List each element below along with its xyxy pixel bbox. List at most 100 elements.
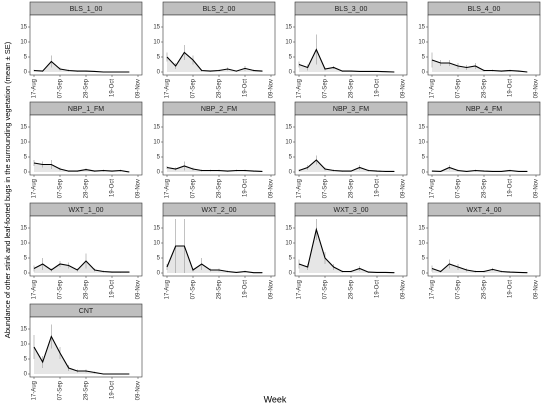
y-tick-label: 0 (422, 271, 426, 277)
x-tick-label: 19-Oct (508, 179, 514, 197)
y-tick-label: 10 (153, 140, 160, 146)
x-tick-label: 28-Sep (217, 279, 223, 299)
y-tick-label: 5 (422, 155, 426, 161)
line (298, 227, 395, 274)
y-axis-title: Abundance of other stink and leaf-footed… (3, 41, 12, 338)
line (33, 162, 130, 173)
x-tick-label: 07-Sep (191, 78, 197, 98)
y-tick-label: 15 (20, 25, 27, 31)
x-tick-label: 17-Aug (430, 280, 436, 299)
x-tick-label: 09-Nov (269, 280, 275, 299)
y-tick-label: 10 (285, 241, 292, 247)
line (33, 335, 130, 375)
x-tick-label: 17-Aug (165, 179, 171, 198)
line (166, 51, 263, 72)
x-tick-label: 19-Oct (243, 280, 249, 298)
line (33, 60, 130, 73)
x-tick-label: 28-Sep (84, 78, 90, 98)
x-tick-label: 19-Oct (375, 79, 381, 97)
x-tick-label: 07-Sep (456, 279, 462, 299)
line (431, 263, 528, 274)
line (166, 165, 263, 172)
x-tick-label: 17-Aug (32, 280, 38, 299)
panel-title: WXT_2_00 (201, 207, 236, 214)
line (431, 59, 528, 73)
x-tick-label: 07-Sep (456, 178, 462, 198)
y-tick-label: 0 (289, 70, 293, 76)
x-tick-label: 19-Oct (110, 179, 116, 197)
y-tick-label: 15 (285, 226, 292, 232)
x-tick-label: 28-Sep (217, 178, 223, 198)
panel-title: WXT_3_00 (333, 207, 368, 214)
line (298, 159, 395, 172)
y-tick-label: 0 (422, 170, 426, 176)
y-tick-label: 0 (157, 271, 161, 277)
x-tick-label: 09-Nov (136, 179, 142, 198)
y-tick-label: 5 (422, 55, 426, 61)
x-tick-label: 17-Aug (32, 381, 38, 400)
area (34, 261, 130, 273)
panel-title: BLS_3_00 (335, 6, 368, 13)
x-tick-label: 09-Nov (534, 179, 540, 198)
x-tick-label: 19-Oct (375, 280, 381, 298)
line (298, 48, 395, 73)
panel-title: WXT_4_00 (466, 207, 501, 214)
y-tick-label: 0 (24, 372, 28, 378)
area (167, 246, 263, 273)
x-tick-label: 19-Oct (110, 381, 116, 399)
x-tick-label: 09-Nov (401, 280, 407, 299)
x-tick-label: 19-Oct (110, 79, 116, 97)
y-tick-label: 15 (418, 25, 425, 31)
y-tick-label: 15 (20, 226, 27, 232)
x-tick-label: 09-Nov (136, 280, 142, 299)
x-tick-label: 07-Sep (58, 380, 64, 400)
y-tick-label: 15 (153, 25, 160, 31)
x-tick-label: 28-Sep (349, 178, 355, 198)
y-tick-label: 5 (24, 256, 28, 262)
x-tick-label: 09-Nov (534, 79, 540, 98)
y-tick-label: 10 (285, 140, 292, 146)
x-tick-label: 28-Sep (217, 78, 223, 98)
y-tick-label: 15 (20, 327, 27, 333)
y-tick-label: 5 (289, 256, 293, 262)
x-tick-label: 28-Sep (84, 178, 90, 198)
y-tick-label: 0 (157, 170, 161, 176)
y-tick-label: 10 (153, 40, 160, 46)
y-tick-label: 10 (20, 342, 27, 348)
x-tick-label: 17-Aug (32, 179, 38, 198)
y-tick-label: 0 (157, 70, 161, 76)
x-tick-label: 07-Sep (323, 178, 329, 198)
y-tick-label: 10 (20, 241, 27, 247)
x-tick-label: 07-Sep (191, 279, 197, 299)
y-tick-label: 10 (418, 40, 425, 46)
y-tick-label: 15 (285, 125, 292, 131)
area (299, 229, 395, 273)
y-tick-label: 5 (289, 155, 293, 161)
panel-title: WXT_1_00 (68, 207, 103, 214)
y-tick-label: 15 (153, 226, 160, 232)
y-tick-label: 10 (20, 140, 27, 146)
y-tick-label: 15 (20, 125, 27, 131)
y-tick-label: 5 (422, 256, 426, 262)
y-tick-label: 15 (153, 125, 160, 131)
y-tick-label: 10 (153, 241, 160, 247)
x-tick-label: 28-Sep (84, 380, 90, 400)
x-tick-label: 28-Sep (84, 279, 90, 299)
x-tick-label: 28-Sep (349, 279, 355, 299)
panel-title: NBP_2_FM (201, 106, 237, 113)
x-tick-label: 19-Oct (508, 280, 514, 298)
line (166, 245, 263, 274)
x-tick-label: 19-Oct (243, 179, 249, 197)
y-tick-label: 0 (24, 170, 28, 176)
panel (29, 114, 143, 176)
panel (162, 114, 276, 176)
line (33, 260, 130, 273)
y-tick-label: 10 (20, 40, 27, 46)
x-tick-label: 19-Oct (243, 79, 249, 97)
panel-title: NBP_3_FM (333, 106, 369, 113)
x-tick-label: 28-Sep (482, 279, 488, 299)
x-tick-label: 19-Oct (110, 280, 116, 298)
y-tick-label: 0 (422, 70, 426, 76)
panel-title: BLS_1_00 (70, 6, 103, 13)
area (299, 49, 395, 72)
